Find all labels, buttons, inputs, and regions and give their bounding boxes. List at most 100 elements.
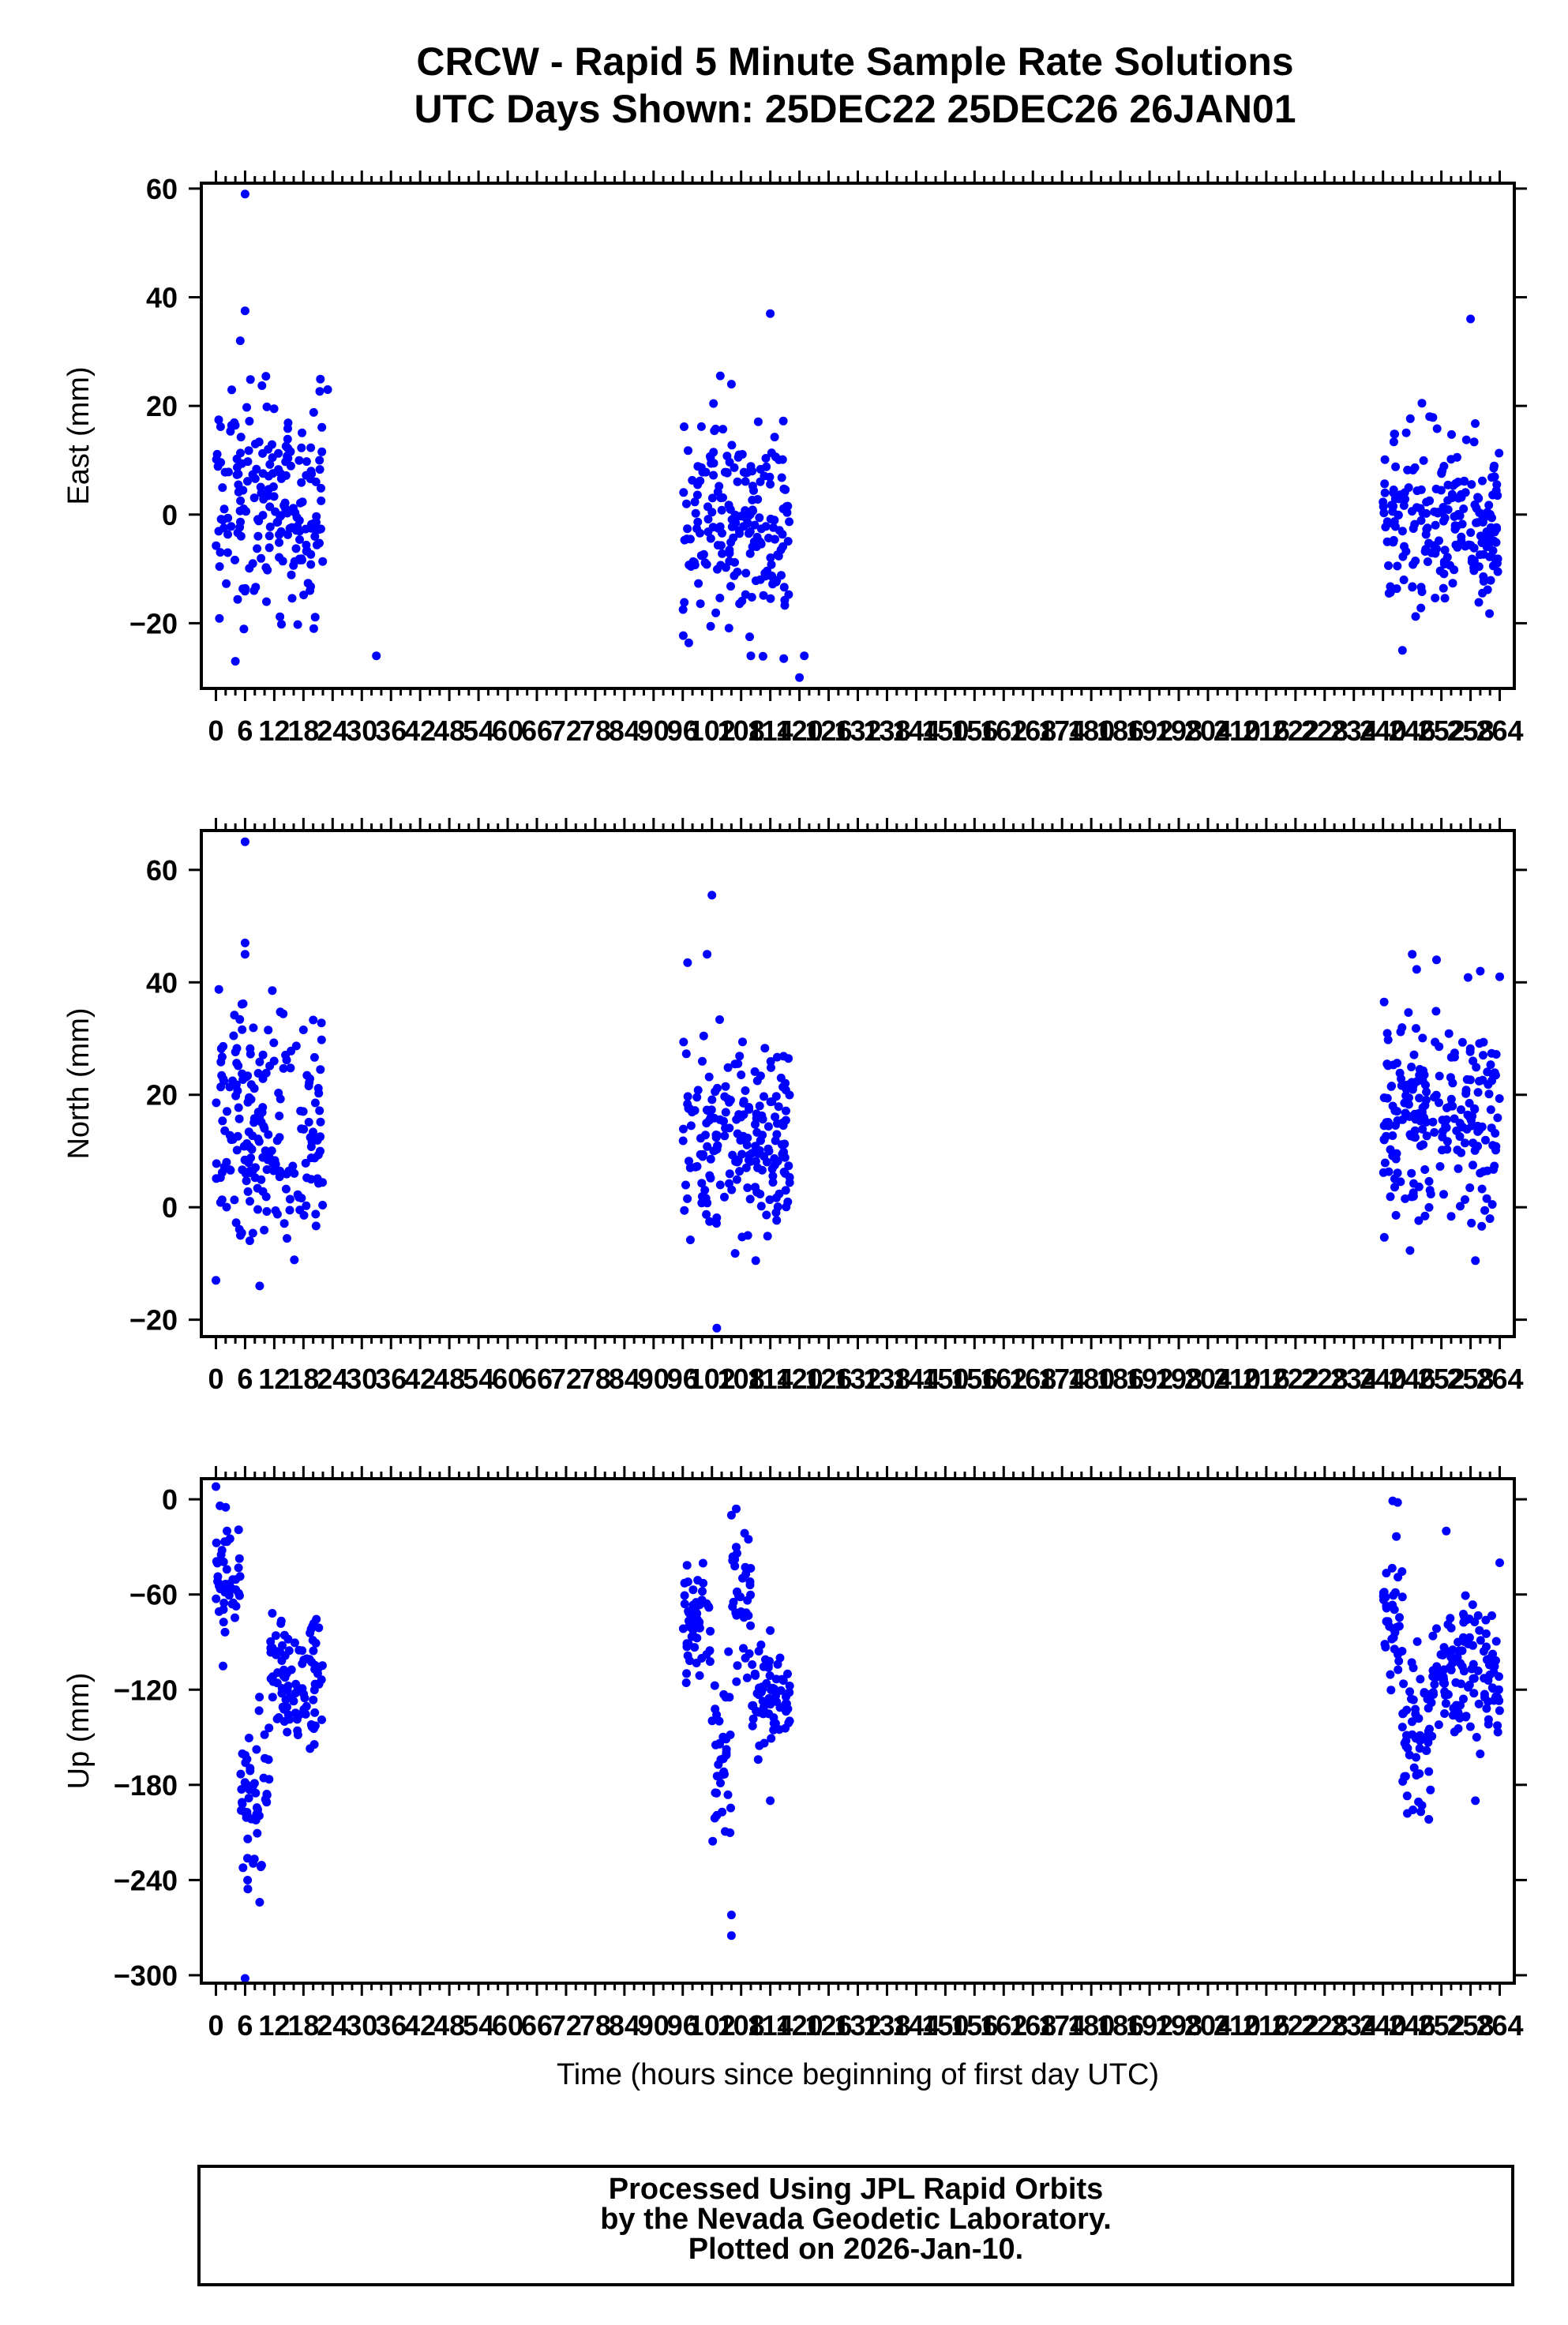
data-point [302,457,311,467]
x-tick-label: 228 [1301,2009,1349,2042]
data-point [771,1112,780,1122]
data-point [219,1618,228,1627]
x-tick-label: 144 [892,714,940,747]
data-point [1486,576,1495,585]
data-point [1418,1124,1427,1134]
data-point [1401,1194,1410,1203]
data-point [1410,1109,1420,1119]
data-point [1418,508,1427,518]
data-point [260,1225,269,1235]
data-point [1394,510,1403,519]
data-point [1470,500,1480,509]
data-point [254,1706,264,1716]
data-point [1418,1033,1427,1043]
data-point [1442,1526,1451,1536]
data-point [258,469,268,478]
data-point [722,452,732,461]
data-point [1471,1256,1480,1266]
data-point [1448,1659,1457,1668]
data-point [1469,1659,1478,1669]
data-point [1469,1674,1479,1683]
data-point [742,1673,752,1682]
x-tick-label: 162 [980,1363,1027,1395]
data-point [748,542,757,552]
data-point [246,1095,256,1104]
data-point [1464,1682,1472,1692]
data-point [1454,1724,1463,1733]
data-point [1489,1696,1499,1705]
data-point [739,1097,748,1106]
x-tick-label: 174 [1038,2009,1086,2042]
data-point [761,454,771,463]
data-point [680,1591,689,1600]
y-tick-label: 60 [146,854,178,887]
data-point [1432,424,1442,433]
x-tick-label: 180 [1067,2009,1115,2042]
data-point [1379,1232,1389,1242]
data-point [688,475,697,485]
data-point [287,570,296,579]
data-point [747,1149,756,1158]
data-point [1379,502,1388,512]
data-point [739,1110,748,1119]
x-tick-label: 174 [1038,714,1086,747]
data-point [1448,1078,1457,1088]
x-tick-label: 6 [237,2009,253,2042]
data-point [225,1131,234,1140]
x-tick-label: 114 [748,714,793,747]
data-point [731,1608,741,1618]
x-tick-label: 96 [667,2009,699,2042]
data-point [293,620,302,629]
data-point [775,455,783,464]
data-point [253,1205,262,1214]
data-point [315,456,324,465]
x-tick-label: 246 [1389,714,1436,747]
x-tick-label: 144 [892,1363,940,1395]
data-point [216,1198,225,1207]
data-point [703,527,713,537]
data-point [1465,1183,1475,1192]
data-point [1495,1706,1504,1716]
data-point [268,1693,277,1702]
x-tick-label: 156 [951,2009,998,2042]
data-point [800,651,809,661]
data-point [233,528,242,538]
data-point [1389,1625,1398,1634]
data-point [306,560,316,569]
data-point [306,586,315,595]
data-point [1391,1154,1401,1164]
data-point [1384,589,1394,598]
data-point [275,1112,284,1120]
data-point [741,1086,750,1095]
data-point [268,986,277,996]
data-point [1405,1750,1414,1760]
data-point [693,1086,703,1095]
data-point [726,1828,735,1837]
data-point [1384,561,1393,570]
data-point [703,515,713,524]
data-point [777,473,786,482]
data-point [1431,1037,1440,1047]
data-point [261,372,271,381]
data-point [770,433,779,442]
data-point [277,1689,287,1698]
data-point [685,1656,694,1666]
data-point [285,1715,294,1724]
data-point [258,1074,268,1083]
data-point [750,1669,760,1678]
data-point [735,1052,745,1061]
data-point [714,523,723,533]
data-point [243,1854,252,1863]
data-point [223,467,233,477]
data-point [232,1146,242,1155]
data-point [781,1186,790,1195]
data-point [1486,1060,1495,1070]
data-point [279,1063,288,1073]
data-point [310,1708,320,1717]
data-point [1417,399,1427,408]
x-tick-label: 0 [208,1363,223,1395]
data-point [711,608,721,617]
data-point [309,1015,318,1025]
data-point [1441,1699,1450,1708]
